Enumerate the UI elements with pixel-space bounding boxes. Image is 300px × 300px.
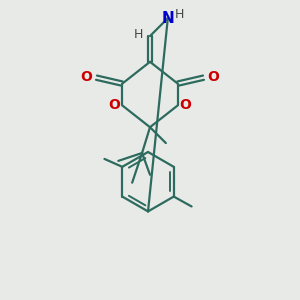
Text: O: O [208, 70, 219, 84]
Text: H: H [134, 28, 143, 40]
Text: N: N [161, 11, 174, 26]
Text: O: O [180, 98, 192, 112]
Text: O: O [108, 98, 120, 112]
Text: H: H [175, 8, 184, 21]
Text: O: O [81, 70, 92, 84]
